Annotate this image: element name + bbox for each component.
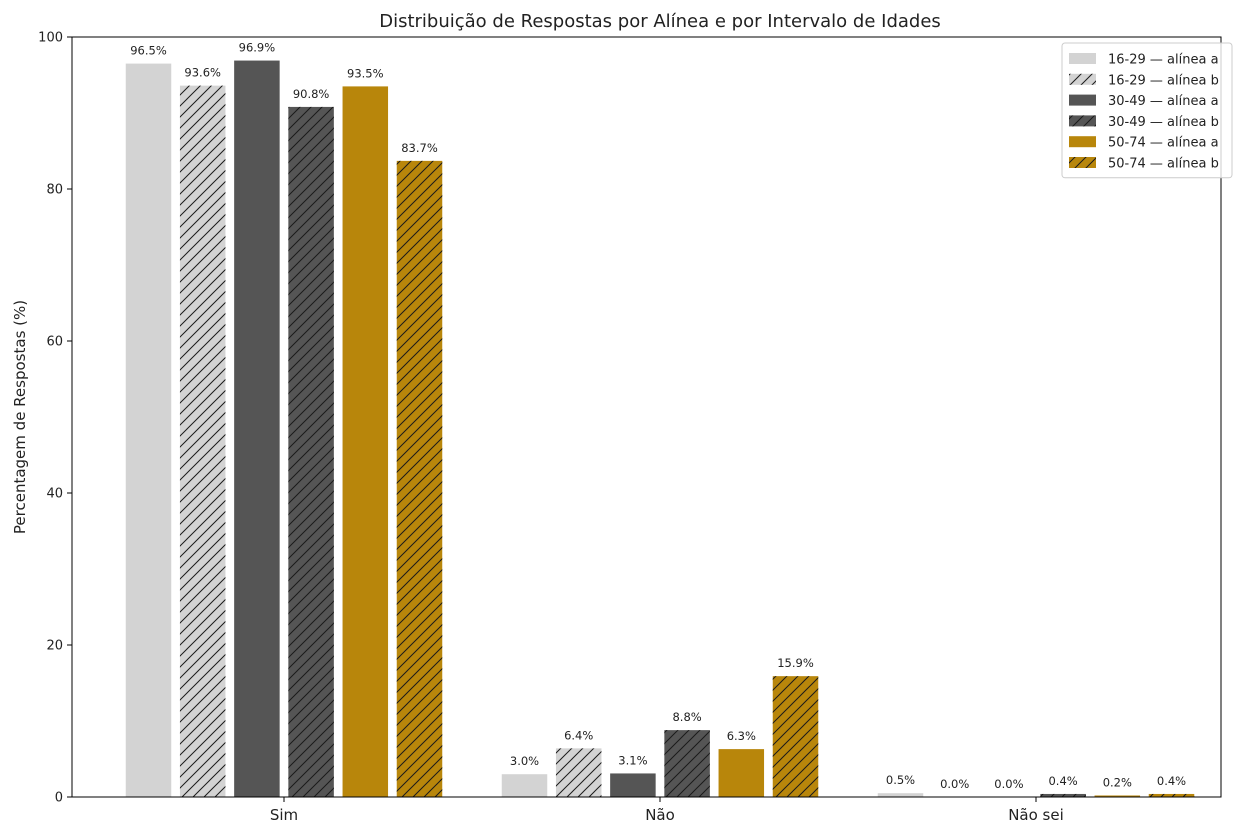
plot-frame [71, 36, 1222, 798]
bar-value-label: 93.6% [184, 66, 221, 80]
bar [501, 774, 548, 797]
x-axis: Sim Não Não sei [270, 797, 1064, 823]
y-axis-label: Percentagem de Respostas (%) [11, 300, 29, 534]
bar-hatch [396, 160, 443, 797]
x-tick-label: Sim [270, 806, 298, 823]
bar [234, 60, 280, 798]
legend-swatch-hatch [1069, 115, 1096, 127]
bar [718, 749, 765, 797]
legend-label: 16-29 — alínea b [1108, 73, 1219, 88]
bars [125, 60, 1195, 798]
bar-hatch [772, 676, 819, 797]
bar-value-label: 3.1% [618, 753, 647, 767]
y-axis: 0 20 40 60 80 100 [38, 31, 72, 806]
y-tick-label: 80 [46, 183, 63, 198]
legend-label: 30-49 — alínea a [1108, 94, 1219, 109]
bar-value-label: 83.7% [401, 141, 438, 155]
bar-value-label: 3.0% [510, 754, 539, 768]
bar-value-label: 93.5% [347, 66, 384, 80]
bar [1094, 795, 1141, 797]
y-tick-label: 100 [38, 31, 63, 46]
bar-hatch [664, 730, 710, 797]
y-tick-label: 60 [46, 335, 63, 350]
legend-swatch [1069, 94, 1096, 106]
y-tick-label: 20 [46, 639, 63, 654]
legend-box [1061, 42, 1233, 179]
legend-swatch-hatch [1069, 73, 1096, 85]
bar-hatch [1148, 793, 1195, 797]
legend-swatch-hatch [1069, 157, 1096, 168]
legend-swatch [1069, 53, 1096, 64]
chart-title: Distribuição de Respostas por Alínea e p… [379, 11, 941, 32]
legend-swatch [1069, 136, 1096, 148]
bar-value-label: 6.4% [564, 728, 593, 742]
bar-value-label: 8.8% [672, 710, 701, 724]
bar-hatch [179, 85, 226, 797]
legend-label: 50-74 — alínea a [1108, 136, 1219, 151]
legend-label: 50-74 — alínea b [1108, 157, 1219, 172]
bar-value-label: 0.4% [1157, 774, 1186, 788]
bar [610, 773, 656, 797]
y-tick-label: 0 [55, 791, 63, 806]
bar [125, 63, 172, 798]
bar-value-label: 96.9% [239, 41, 276, 55]
bar-value-label: 0.4% [1048, 774, 1077, 788]
bar-value-label: 0.0% [994, 777, 1023, 791]
legend-label: 30-49 — alínea b [1108, 115, 1219, 130]
bar-value-label: 90.8% [293, 87, 330, 101]
bar-value-label: 0.0% [940, 777, 969, 791]
y-tick-label: 40 [46, 487, 63, 502]
bar-value-label: 0.2% [1103, 775, 1132, 789]
bar [342, 86, 389, 797]
bar-value-label: 0.5% [886, 773, 915, 787]
legend: 16-29 — alínea a 16-29 — alínea b 30-49 — … [1061, 42, 1233, 179]
legend-label: 16-29 — alínea a [1108, 53, 1219, 68]
bar-hatch [288, 106, 334, 798]
x-tick-label: Não [645, 806, 675, 823]
bar-value-label: 15.9% [777, 656, 814, 670]
bar-value-label: 6.3% [727, 729, 756, 743]
x-tick-label: Não sei [1008, 806, 1064, 823]
bar-hatch [555, 748, 602, 797]
data-labels: 96.5% 93.6% 96.9% 90.8% 93.5% 83.7% 3.0% 6.4% 3.… [130, 41, 1186, 791]
bar-hatch [1040, 793, 1086, 797]
bar [877, 793, 924, 797]
bar-value-label: 96.5% [130, 44, 167, 58]
